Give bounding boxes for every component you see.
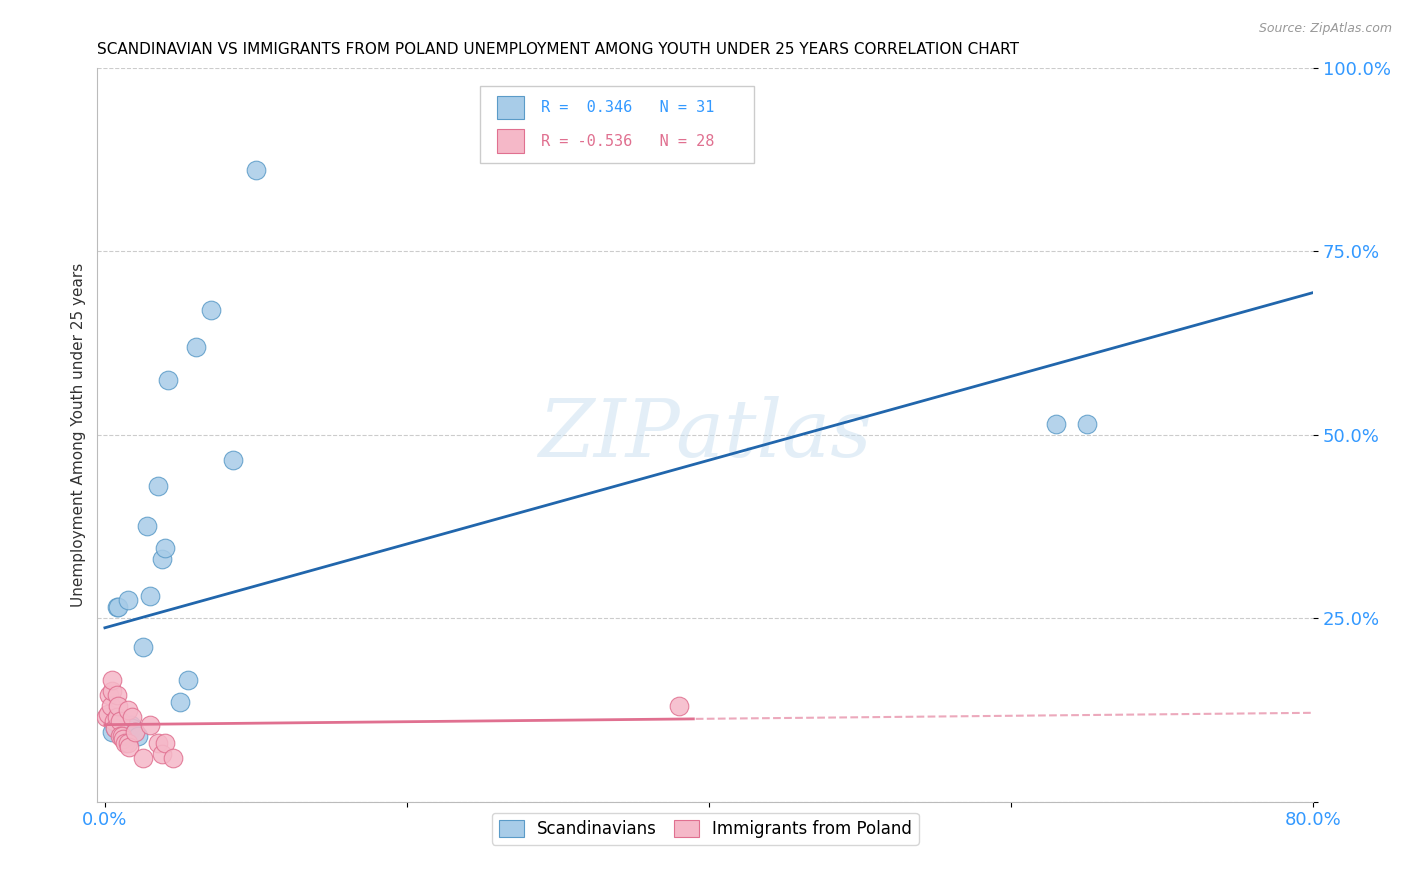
Point bbox=[136, 519, 159, 533]
Point bbox=[177, 673, 200, 688]
Point bbox=[120, 717, 142, 731]
Text: Source: ZipAtlas.com: Source: ZipAtlas.com bbox=[1258, 22, 1392, 36]
Point bbox=[184, 339, 207, 353]
Point bbox=[124, 724, 146, 739]
Point bbox=[100, 699, 122, 714]
Legend: Scandinavians, Immigrants from Poland: Scandinavians, Immigrants from Poland bbox=[492, 814, 918, 845]
Text: SCANDINAVIAN VS IMMIGRANTS FROM POLAND UNEMPLOYMENT AMONG YOUTH UNDER 25 YEARS C: SCANDINAVIAN VS IMMIGRANTS FROM POLAND U… bbox=[97, 42, 1019, 57]
Point bbox=[105, 688, 128, 702]
Point bbox=[98, 688, 121, 702]
Point bbox=[139, 717, 162, 731]
Point bbox=[157, 373, 180, 387]
Text: ZIPatlas: ZIPatlas bbox=[538, 396, 872, 474]
Point bbox=[200, 302, 222, 317]
Point bbox=[103, 714, 125, 728]
Point bbox=[668, 699, 690, 714]
Point bbox=[104, 721, 127, 735]
Point bbox=[101, 673, 124, 688]
Point bbox=[1076, 417, 1098, 431]
FancyBboxPatch shape bbox=[498, 129, 524, 153]
Point bbox=[110, 729, 132, 743]
Point bbox=[155, 736, 177, 750]
Point bbox=[124, 724, 146, 739]
Point bbox=[121, 721, 143, 735]
Point bbox=[155, 541, 177, 556]
FancyBboxPatch shape bbox=[481, 86, 754, 163]
Point bbox=[101, 724, 124, 739]
Point bbox=[150, 747, 173, 761]
Y-axis label: Unemployment Among Youth under 25 years: Unemployment Among Youth under 25 years bbox=[72, 262, 86, 607]
Point bbox=[121, 710, 143, 724]
Point bbox=[117, 736, 139, 750]
Point bbox=[118, 739, 141, 754]
Point bbox=[108, 721, 131, 735]
Text: R =  0.346   N = 31: R = 0.346 N = 31 bbox=[541, 100, 714, 115]
Point bbox=[101, 684, 124, 698]
Point bbox=[169, 696, 191, 710]
Point bbox=[117, 729, 139, 743]
Point bbox=[114, 736, 136, 750]
Point bbox=[104, 721, 127, 735]
Point bbox=[146, 736, 169, 750]
Point bbox=[110, 724, 132, 739]
Point bbox=[105, 710, 128, 724]
Point bbox=[96, 710, 118, 724]
Point bbox=[108, 714, 131, 728]
Point bbox=[131, 750, 153, 764]
Point bbox=[105, 600, 128, 615]
Point bbox=[146, 479, 169, 493]
Point bbox=[117, 592, 139, 607]
FancyBboxPatch shape bbox=[498, 95, 524, 119]
Point bbox=[112, 717, 135, 731]
Point bbox=[108, 714, 131, 728]
Point bbox=[139, 589, 162, 603]
Point bbox=[131, 640, 153, 655]
Point bbox=[107, 600, 129, 615]
Text: R = -0.536   N = 28: R = -0.536 N = 28 bbox=[541, 134, 714, 149]
Point bbox=[1045, 417, 1067, 431]
Point bbox=[150, 552, 173, 566]
Point bbox=[245, 163, 267, 178]
Point bbox=[162, 750, 184, 764]
Point bbox=[115, 724, 138, 739]
Point bbox=[127, 729, 149, 743]
Point bbox=[222, 453, 245, 467]
Point bbox=[108, 729, 131, 743]
Point bbox=[97, 706, 120, 721]
Point bbox=[107, 699, 129, 714]
Point bbox=[117, 703, 139, 717]
Point bbox=[112, 732, 135, 747]
Point bbox=[114, 729, 136, 743]
